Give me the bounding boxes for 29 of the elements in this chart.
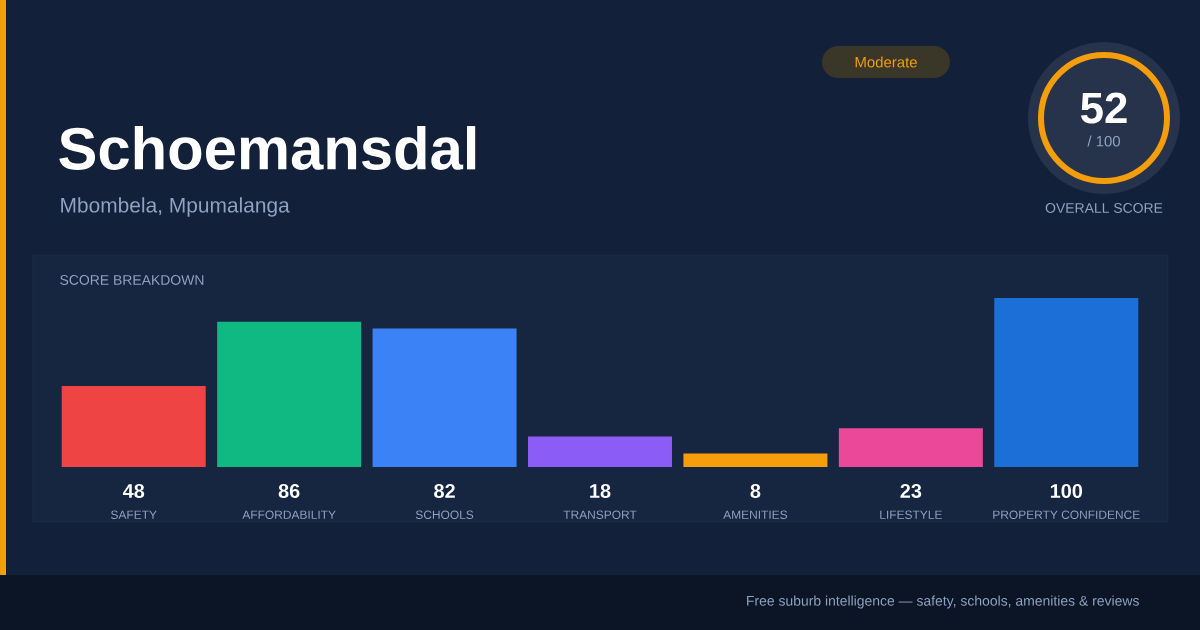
x-tick-label: PROPERTY CONFIDENCE <box>993 510 1140 519</box>
x-tick-label: AMENITIES <box>723 510 788 519</box>
data-label: 23 <box>900 483 922 499</box>
text: / 100 <box>1087 135 1121 147</box>
bar <box>838 428 983 467</box>
text: Moderate <box>855 56 917 68</box>
bar <box>527 436 672 467</box>
chart-title: Schoemansdal <box>59 126 476 170</box>
x-tick-label: LIFESTYLE <box>880 510 942 519</box>
x-tick-label: TRANSPORT <box>563 510 637 519</box>
data-label: 18 <box>590 483 611 499</box>
data-label: 82 <box>434 483 455 499</box>
text: OVERALL SCORE <box>1045 203 1163 213</box>
data-label: 100 <box>1050 483 1083 499</box>
data-label: 86 <box>278 483 300 499</box>
bar <box>994 298 1139 467</box>
bar <box>372 328 517 467</box>
data-label: 48 <box>122 483 145 499</box>
bar <box>217 321 362 467</box>
x-tick-label: SAFETY <box>111 510 157 519</box>
data-label: 8 <box>750 483 761 499</box>
chart-subtitle: Mbombela, Mpumalanga <box>61 197 290 217</box>
text: Free suburb intelligence — safety, schools, amenities & reviews <box>747 595 1139 609</box>
x-tick-label: AFFORDABILITY <box>242 510 336 519</box>
bar <box>61 385 206 467</box>
bar <box>683 453 828 467</box>
text: SCORE BREAKDOWN <box>60 275 204 285</box>
text: 52 <box>1080 92 1127 124</box>
x-tick-label: SCHOOLS <box>415 510 474 519</box>
